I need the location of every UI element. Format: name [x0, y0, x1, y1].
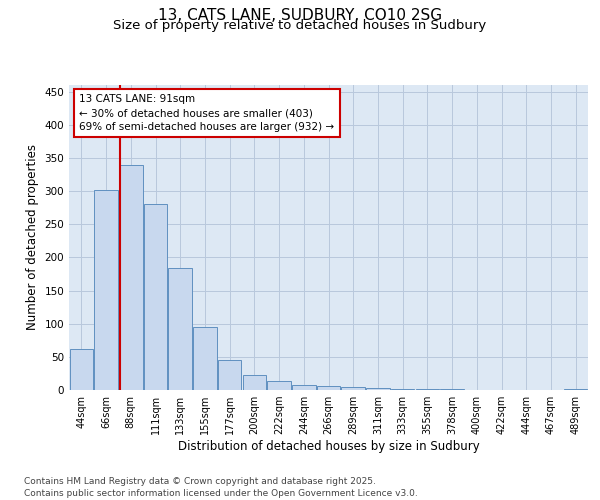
- Bar: [119, 164, 143, 390]
- Text: Size of property relative to detached houses in Sudbury: Size of property relative to detached ho…: [113, 18, 487, 32]
- Y-axis label: Number of detached properties: Number of detached properties: [26, 144, 39, 330]
- Bar: [564, 388, 587, 390]
- Bar: [94, 190, 118, 390]
- Text: Contains HM Land Registry data © Crown copyright and database right 2025.
Contai: Contains HM Land Registry data © Crown c…: [24, 476, 418, 498]
- X-axis label: Distribution of detached houses by size in Sudbury: Distribution of detached houses by size …: [178, 440, 479, 453]
- Text: 13 CATS LANE: 91sqm
← 30% of detached houses are smaller (403)
69% of semi-detac: 13 CATS LANE: 91sqm ← 30% of detached ho…: [79, 94, 335, 132]
- Text: 13, CATS LANE, SUDBURY, CO10 2SG: 13, CATS LANE, SUDBURY, CO10 2SG: [158, 8, 442, 22]
- Bar: [317, 386, 340, 390]
- Bar: [416, 388, 439, 390]
- Bar: [193, 327, 217, 390]
- Bar: [366, 388, 389, 390]
- Bar: [169, 268, 192, 390]
- Bar: [292, 384, 316, 390]
- Bar: [341, 388, 365, 390]
- Bar: [391, 388, 415, 390]
- Bar: [268, 382, 291, 390]
- Bar: [242, 376, 266, 390]
- Bar: [144, 204, 167, 390]
- Bar: [218, 360, 241, 390]
- Bar: [70, 349, 93, 390]
